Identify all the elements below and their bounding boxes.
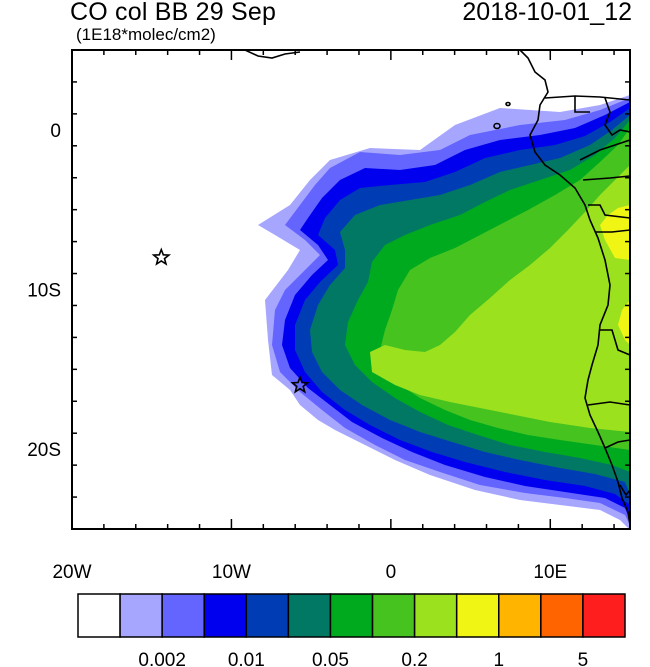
y-tick-label: 20S: [27, 440, 61, 461]
colorbar-box: [119, 593, 163, 638]
border-line-5: [588, 204, 630, 219]
x-tick-label: 10W: [212, 562, 251, 583]
colorbar-box: [413, 593, 458, 638]
border-line-4: [582, 175, 630, 181]
plot-timestamp: 2018-10-01_12: [462, 0, 632, 26]
colorbar-label: 5: [578, 650, 589, 667]
colorbar-label: 1: [493, 650, 504, 667]
colorbar-box: [287, 593, 332, 638]
plot-title: CO col BB 29 Sep: [70, 0, 277, 26]
island-2: [505, 101, 511, 107]
colorbar-box: [582, 593, 626, 638]
island-1: [493, 122, 501, 130]
border-line-10: [619, 484, 630, 497]
border-line-6: [595, 229, 630, 233]
border-line-1: [544, 95, 630, 101]
colorbar-box: [371, 593, 416, 638]
colorbar-box: [203, 593, 248, 638]
colorbar-box: [245, 593, 290, 638]
colorbar-box: [77, 593, 121, 638]
contour-level-9b: [618, 300, 630, 345]
colorbar-box: [329, 593, 374, 638]
colorbar-label: 0.002: [138, 650, 186, 667]
colorbar-box: [455, 593, 500, 638]
border-line-2: [574, 96, 590, 113]
colorbar-box: [161, 593, 205, 638]
co-concentration-field: [258, 95, 630, 529]
markers: [151, 247, 310, 394]
border-line-11: [244, 50, 301, 59]
colorbar-label: 0.2: [401, 650, 427, 667]
plot-units: (1E18*molec/cm2): [76, 25, 216, 44]
y-tick-label: 0: [50, 121, 61, 142]
contour-level-9: [600, 205, 630, 260]
axis-labels: 20W 10W 0 10E 0 10S 20S: [27, 121, 567, 583]
border-line-8: [587, 401, 630, 406]
colorbar-box: [498, 593, 542, 638]
x-tick-label: 10E: [533, 562, 567, 583]
x-tick-label: 0: [386, 562, 397, 583]
y-tick-label: 10S: [27, 281, 61, 302]
contour-level-8: [370, 165, 630, 432]
border-line-9: [604, 439, 630, 449]
map-panel: [71, 49, 631, 530]
plot-frame: [71, 49, 631, 530]
star-marker-1: [151, 247, 172, 266]
x-tick-label: 20W: [52, 562, 91, 583]
star-marker-2: [290, 375, 310, 394]
colorbar: 0.002 0.01 0.05 0.2 1 5: [77, 593, 626, 667]
colorbar-label: 0.05: [312, 650, 349, 667]
border-line-3: [604, 97, 630, 137]
border-line-7: [600, 329, 630, 356]
coastline: [244, 50, 630, 526]
colorbar-box: [540, 593, 584, 638]
colorbar-label: 0.01: [228, 650, 265, 667]
border-line-12: [579, 139, 630, 161]
